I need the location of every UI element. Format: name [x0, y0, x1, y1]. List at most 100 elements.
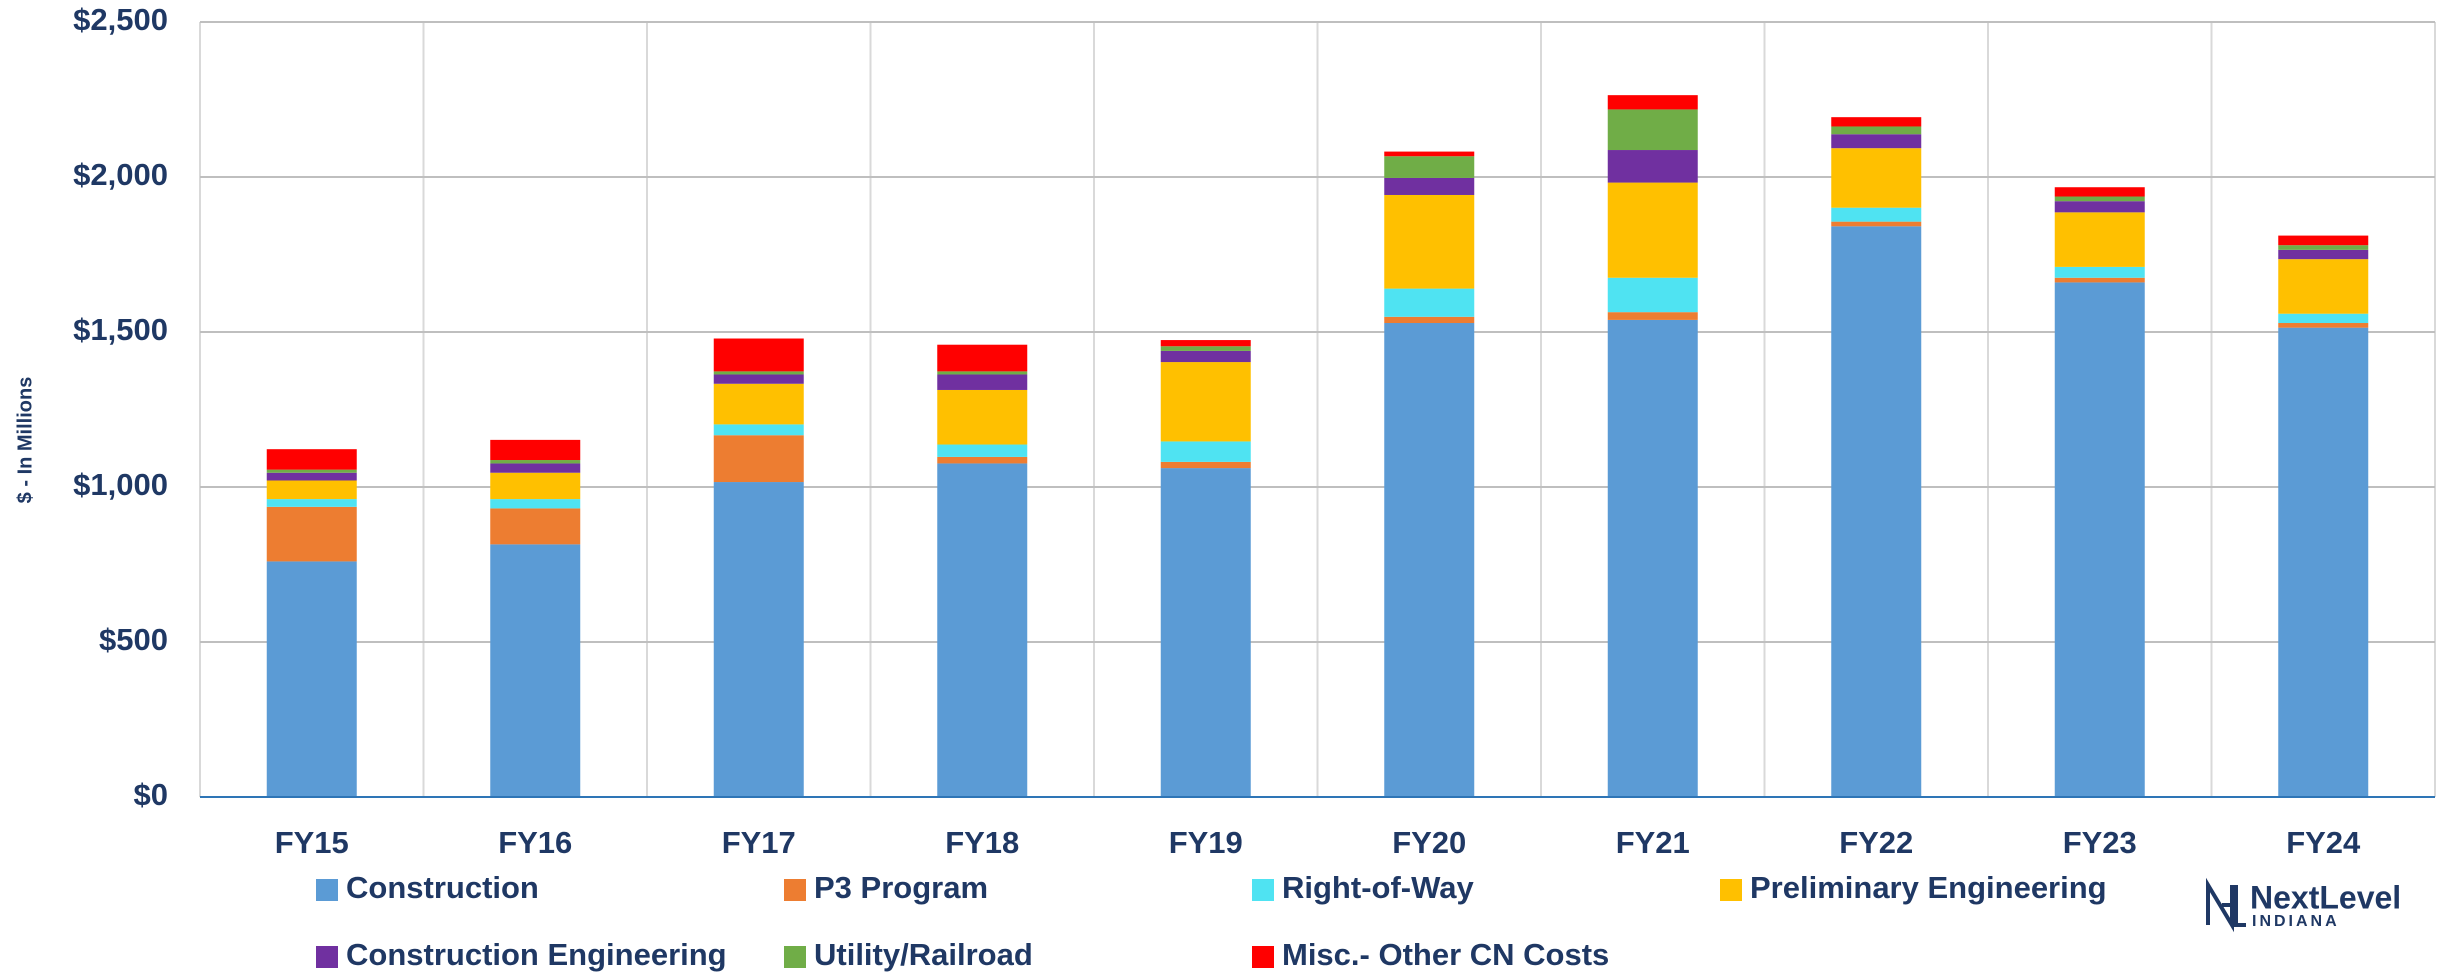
bar-segment — [1160, 346, 1251, 351]
bar-segment — [1607, 182, 1698, 278]
bar-segment — [1160, 461, 1251, 469]
y-tick-label: $2,500 — [73, 2, 168, 37]
bar-segment — [713, 424, 804, 436]
legend-swatch — [316, 879, 338, 901]
x-tick-label: FY21 — [1616, 825, 1690, 860]
bar-segment — [1831, 226, 1922, 798]
bar-segment — [937, 371, 1028, 375]
bar-segment — [266, 499, 357, 507]
bar-segment — [1160, 350, 1251, 363]
legend-label: Misc.- Other CN Costs — [1282, 937, 1609, 972]
bar-segment — [1160, 468, 1251, 797]
y-tick-label: $1,000 — [73, 467, 168, 502]
y-tick-label: $2,000 — [73, 157, 168, 192]
bar-segment — [2054, 196, 2145, 202]
legend-label: Right-of-Way — [1282, 870, 1474, 905]
bar-segment — [713, 482, 804, 797]
bar-segment — [2278, 259, 2369, 314]
bar-segment — [1607, 150, 1698, 183]
bar-segment — [2278, 245, 2369, 250]
bar-segment — [1607, 312, 1698, 320]
bar-segment — [1831, 148, 1922, 208]
bar-segment — [2054, 282, 2145, 797]
legend-label: P3 Program — [814, 870, 988, 905]
y-tick-label: $500 — [99, 622, 168, 657]
bar-segment — [1831, 207, 1922, 222]
logo-subtext: INDIANA — [2252, 913, 2340, 930]
bar-segment — [2054, 187, 2145, 197]
bar-segment — [713, 435, 804, 483]
bar-segment — [2054, 212, 2145, 267]
bar-segment — [1384, 316, 1475, 324]
bar-segment — [266, 561, 357, 797]
bar-segment — [937, 456, 1028, 464]
bar-segment — [2278, 249, 2369, 260]
bar-segment — [1384, 288, 1475, 317]
bar-segment — [2278, 313, 2369, 324]
legend-swatch — [784, 946, 806, 968]
bar-segment — [2054, 201, 2145, 213]
logo-text: NextLevel — [2250, 879, 2401, 915]
bar-segment — [2278, 323, 2369, 328]
bar-segment — [1607, 109, 1698, 151]
bar-segment — [1384, 156, 1475, 178]
bar-segment — [1831, 134, 1922, 149]
x-tick-label: FY23 — [2063, 825, 2137, 860]
bar-segment — [1831, 221, 1922, 227]
legend-swatch — [316, 946, 338, 968]
bar-segment — [266, 506, 357, 562]
bar-segment — [490, 472, 581, 500]
legend-swatch — [1252, 946, 1274, 968]
bar-segment — [266, 480, 357, 500]
bar-segment — [2278, 327, 2369, 797]
bar-segment — [266, 472, 357, 481]
bar-segment — [937, 374, 1028, 390]
logo: NextLevel INDIANA — [2206, 877, 2401, 933]
bar-segment — [490, 439, 581, 461]
bar-segment — [937, 344, 1028, 372]
legend-swatch — [1720, 879, 1742, 901]
legend-label: Utility/Railroad — [814, 937, 1033, 972]
bar-segment — [1384, 194, 1475, 289]
bar-segment — [1607, 277, 1698, 313]
legend-swatch — [1252, 879, 1274, 901]
bar-segment — [1160, 362, 1251, 442]
bar-segment — [490, 463, 581, 473]
bar-segment — [266, 469, 357, 473]
bar-segment — [490, 544, 581, 797]
bar-segment — [1607, 95, 1698, 110]
bar-segment — [2054, 266, 2145, 278]
bar-segment — [713, 383, 804, 425]
bar-segment — [1384, 323, 1475, 797]
legend-label: Construction Engineering — [346, 937, 727, 972]
x-tick-label: FY19 — [1169, 825, 1243, 860]
x-tick-label: FY18 — [945, 825, 1019, 860]
bar-segment — [937, 444, 1028, 457]
bar-segment — [490, 460, 581, 464]
bar-segment — [1160, 441, 1251, 462]
bar-segment — [1384, 177, 1475, 195]
legend-label: Construction — [346, 870, 539, 905]
bar-segment — [937, 389, 1028, 445]
bar-segment — [1384, 151, 1475, 157]
bar-segment — [1831, 126, 1922, 135]
x-tick-label: FY24 — [2286, 825, 2361, 860]
y-axis-label: $ - In Millions — [14, 377, 36, 504]
x-tick-label: FY17 — [722, 825, 796, 860]
x-tick-label: FY22 — [1839, 825, 1913, 860]
legend-swatch — [784, 879, 806, 901]
bar-segment — [490, 508, 581, 545]
bar-segment — [1160, 340, 1251, 347]
x-tick-label: FY15 — [275, 825, 349, 860]
x-tick-label: FY16 — [498, 825, 572, 860]
bar-segment — [2054, 277, 2145, 283]
legend-label: Preliminary Engineering — [1750, 870, 2107, 905]
bar-segment — [1607, 319, 1698, 797]
bar-segment — [937, 463, 1028, 797]
bar-segment — [713, 338, 804, 372]
bar-segment — [713, 374, 804, 384]
y-tick-label: $0 — [134, 777, 168, 812]
bar-segment — [266, 449, 357, 470]
bar-segment — [1831, 117, 1922, 127]
